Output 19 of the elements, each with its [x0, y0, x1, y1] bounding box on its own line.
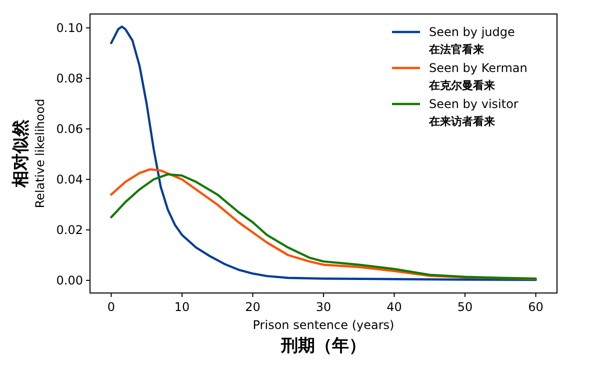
y-tick-label: 0.10	[56, 20, 83, 35]
legend-label: Seen by visitor 在来访者看来	[428, 97, 518, 128]
x-tick-label: 10	[174, 300, 190, 314]
x-tick-label: 0	[107, 300, 116, 314]
x-axis-title: Prison sentence (years) 刑期（年）	[252, 318, 394, 356]
legend-label: Seen by Kerman 在克尔曼看来	[428, 61, 528, 92]
x-tick-label: 60	[528, 300, 544, 314]
x-tick-label: 30	[316, 300, 332, 314]
y-tick-label: 0.00	[56, 273, 83, 288]
y-tick-label: 0.02	[56, 222, 83, 237]
x-tick-label: 50	[457, 300, 473, 314]
legend-label: Seen by judge 在法官看来	[428, 25, 515, 56]
line-series	[110, 26, 537, 281]
x-tick-label: 20	[245, 300, 260, 314]
y-tick-label: 0.08	[56, 71, 83, 86]
y-axis-title: 相对似然 Relative likelihood	[11, 98, 47, 208]
y-tick-label: 0.04	[56, 172, 83, 186]
y-tick-label: 0.06	[56, 122, 83, 136]
x-tick-label: 40	[386, 300, 402, 314]
